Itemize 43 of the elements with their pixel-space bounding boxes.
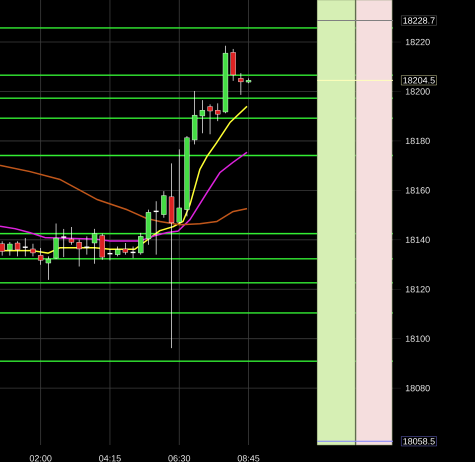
- candlestick: [122, 242, 128, 255]
- y-tick-label: 18080: [406, 384, 430, 392]
- candlestick: [38, 248, 44, 266]
- candlestick: [30, 243, 36, 257]
- candlestick: [22, 238, 28, 257]
- candlestick: [200, 100, 206, 134]
- y-tick-label: 18120: [406, 286, 430, 292]
- line-series: [0, 164, 248, 226]
- candlestick: [76, 239, 82, 267]
- ref-line-label: 18204.5: [403, 77, 435, 84]
- x-tick-label: 04:15: [99, 455, 121, 462]
- candlestick: [84, 236, 90, 255]
- y-tick-label: 18140: [406, 236, 430, 243]
- x-tick-label: 02:00: [30, 455, 52, 462]
- candlestick: [14, 240, 20, 257]
- y-tick-label: 18100: [406, 336, 430, 342]
- ref-line-label: 18058.5: [403, 438, 435, 444]
- candlestick: [46, 256, 52, 280]
- candlestick: [0, 240, 5, 256]
- candlestick: [176, 148, 182, 224]
- y-tick-label: 18220: [406, 38, 430, 46]
- candlestick: [7, 242, 13, 256]
- candlestick: [138, 232, 144, 255]
- candlestick: [114, 246, 120, 257]
- ref-line-label: 18228.7: [403, 17, 435, 24]
- candlestick: [130, 246, 136, 258]
- candlestick: [161, 190, 167, 218]
- candlestick: [106, 248, 114, 261]
- y-tick-label: 18160: [406, 187, 430, 194]
- y-tick-label: 18180: [406, 138, 430, 144]
- candlestick: [60, 228, 67, 258]
- y-tick-label: 18200: [406, 88, 430, 95]
- candlestick: [152, 200, 160, 255]
- x-tick-label: 08:45: [238, 455, 260, 462]
- candlestick: [92, 228, 98, 264]
- candlestick: [207, 104, 213, 135]
- candlestick: [215, 102, 220, 122]
- candlestick: [230, 48, 236, 82]
- candlestick: [68, 226, 74, 246]
- x-tick-label: 06:30: [168, 455, 190, 462]
- candlestick: [53, 223, 59, 260]
- candlestick: [238, 72, 244, 96]
- candlestick: [100, 233, 105, 260]
